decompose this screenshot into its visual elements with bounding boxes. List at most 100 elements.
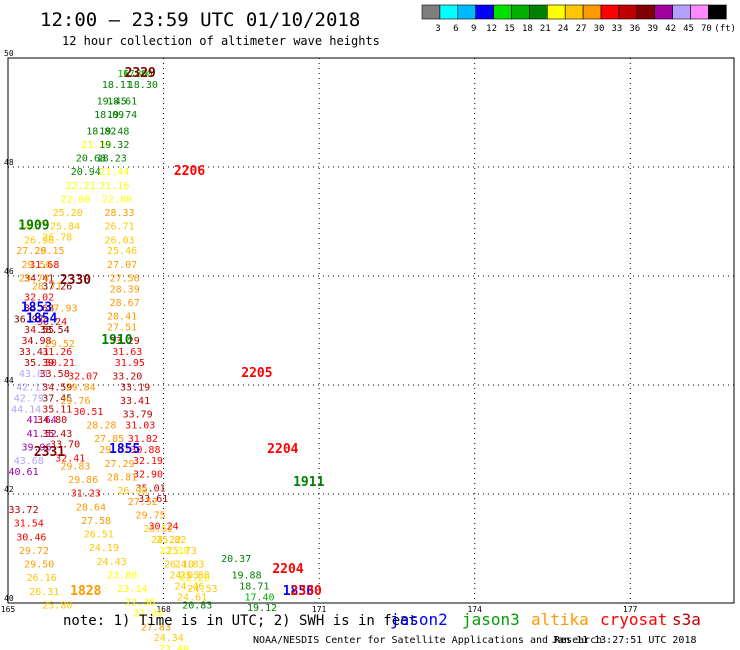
wave-height-value: 28.81 [107, 472, 137, 483]
legend-label: 27 [576, 24, 587, 34]
wave-height-value: 34.59 [42, 382, 72, 393]
wave-height-value: 35.43 [42, 429, 72, 440]
x-tick-label: 174 [467, 605, 482, 614]
wave-height-value: 25.80 [42, 600, 72, 611]
pass-time-label: 2206 [174, 164, 205, 179]
wave-height-value: 25.88 [180, 570, 210, 581]
wave-height-value: 44.14 [11, 404, 41, 415]
pass-time-label: 2204 [272, 562, 303, 577]
credit-text: NOAA/NESDIS Center for Satellite Applica… [253, 635, 602, 646]
wave-height-value: 40.61 [9, 467, 39, 478]
wave-height-value: 29.75 [136, 511, 166, 522]
note-text: note: 1) Time is in UTC; 2) SWH is in fe… [63, 613, 417, 629]
wave-height-value: 33.72 [9, 505, 39, 516]
wave-height-value: 19.45 [97, 96, 127, 107]
wave-height-value: 20.83 [182, 600, 212, 611]
wave-height-value: 37.26 [42, 282, 72, 293]
wave-height-value: 33.41 [120, 396, 150, 407]
wave-height-value: 31.03 [125, 421, 155, 432]
legend-label: 36 [629, 24, 640, 34]
wave-height-value: 26.10 [164, 560, 194, 571]
wave-height-value: 29.15 [34, 246, 64, 257]
wave-height-value: 31.23 [71, 489, 101, 500]
wave-height-value: 31.26 [42, 347, 72, 358]
pass-time-label: 1828 [70, 584, 101, 599]
legend-label: 18 [522, 24, 533, 34]
wave-height-value: 31.63 [112, 347, 142, 358]
wave-height-value: 19.12 [247, 603, 277, 614]
legend-label: 3 [435, 24, 440, 34]
legend-label: 21 [540, 24, 551, 34]
satellite-name: altika [531, 610, 589, 629]
wave-height-value: 21.44 [99, 167, 129, 178]
wave-height-value: 42.17 [16, 382, 46, 393]
wave-height-value: 27.51 [107, 323, 137, 334]
y-tick-label: 42 [4, 485, 14, 494]
wave-height-value: 36.97 [14, 314, 44, 325]
legend-label: 12 [486, 24, 497, 34]
wave-height-value: 22.38 [159, 546, 189, 557]
legend-swatch [600, 4, 620, 20]
wave-height-value: 30.88 [130, 445, 160, 456]
wave-height-value: 19.48 [99, 126, 129, 137]
wave-height-value: 29.84 [66, 382, 96, 393]
wave-height-value: 38.54 [40, 325, 70, 336]
legend-swatch [636, 4, 655, 20]
wave-height-value: 29.52 [45, 339, 75, 350]
wave-height-value: 35.11 [42, 404, 72, 415]
wave-height-value: 16.80 [117, 69, 147, 80]
legend-swatch [618, 4, 638, 20]
pass-time-label: 2205 [241, 366, 272, 381]
wave-height-value: 24.83 [174, 560, 204, 571]
wave-height-value: 26.78 [42, 233, 72, 244]
legend-label: 24 [558, 24, 569, 34]
wave-height-value: 32.90 [133, 470, 163, 481]
wave-height-value: 43.68 [14, 456, 44, 467]
chart-subtitle: 12 hour collection of altimeter wave hei… [62, 34, 380, 48]
wave-height-value: 20.68 [76, 154, 106, 165]
wave-height-value: 17.40 [244, 592, 274, 603]
legend-swatch [421, 4, 441, 20]
wave-height-value: 21.16 [99, 181, 129, 192]
wave-height-value: 29.86 [68, 475, 98, 486]
wave-height-value: 24.22 [151, 535, 181, 546]
wave-height-value: 31.54 [14, 519, 44, 530]
satellite-name: s3a [672, 610, 701, 629]
wave-height-value: 18.71 [239, 581, 269, 592]
wave-height-value: 25.73 [167, 546, 197, 557]
wave-height-value: 24.53 [187, 584, 217, 595]
pass-time-label: 1854 [26, 311, 57, 326]
satellite-name: jason3 [462, 610, 520, 629]
pass-time-label: 2329 [125, 66, 156, 81]
wave-height-value: 32.07 [68, 372, 98, 383]
wave-height-value: 20.94 [71, 167, 101, 178]
wave-height-value: 28.39 [110, 284, 140, 295]
wave-height-value: 23.14 [117, 584, 147, 595]
satellite-name: cryosat [600, 610, 667, 629]
legend-label: 39 [647, 24, 658, 34]
y-tick-label: 50 [4, 49, 14, 58]
wave-height-value: 18.09 [94, 110, 124, 121]
wave-height-value: 31.68 [29, 260, 59, 271]
wave-height-value: 30.46 [16, 532, 46, 543]
legend-swatch [529, 4, 548, 20]
wave-height-value: 28.67 [110, 298, 140, 309]
legend-swatch [690, 4, 709, 20]
wave-height-value: 34.55 [24, 325, 54, 336]
legend-swatch [654, 4, 673, 20]
wave-height-value: 18.23 [97, 154, 127, 165]
generated-timestamp: Jan 11 13:27:51 UTC 2018 [552, 635, 697, 646]
wave-height-value: 26.71 [104, 222, 134, 233]
chart-title: 12:00 – 23:59 UTC 01/10/2018 [40, 9, 360, 31]
wave-height-value: 25.52 [143, 524, 173, 535]
wave-height-value: 33.41 [19, 347, 49, 358]
wave-height-value: 22.60 [60, 194, 90, 205]
wave-height-value: 26.16 [27, 573, 57, 584]
wave-height-value: 22.80 [102, 194, 132, 205]
pass-time-label: 1910 [101, 333, 132, 348]
wave-height-value: 26.03 [104, 235, 134, 246]
wave-height-value: 39.96 [21, 442, 51, 453]
wave-height-value: 24.19 [89, 543, 119, 554]
wave-height-value: 35.01 [136, 483, 166, 494]
